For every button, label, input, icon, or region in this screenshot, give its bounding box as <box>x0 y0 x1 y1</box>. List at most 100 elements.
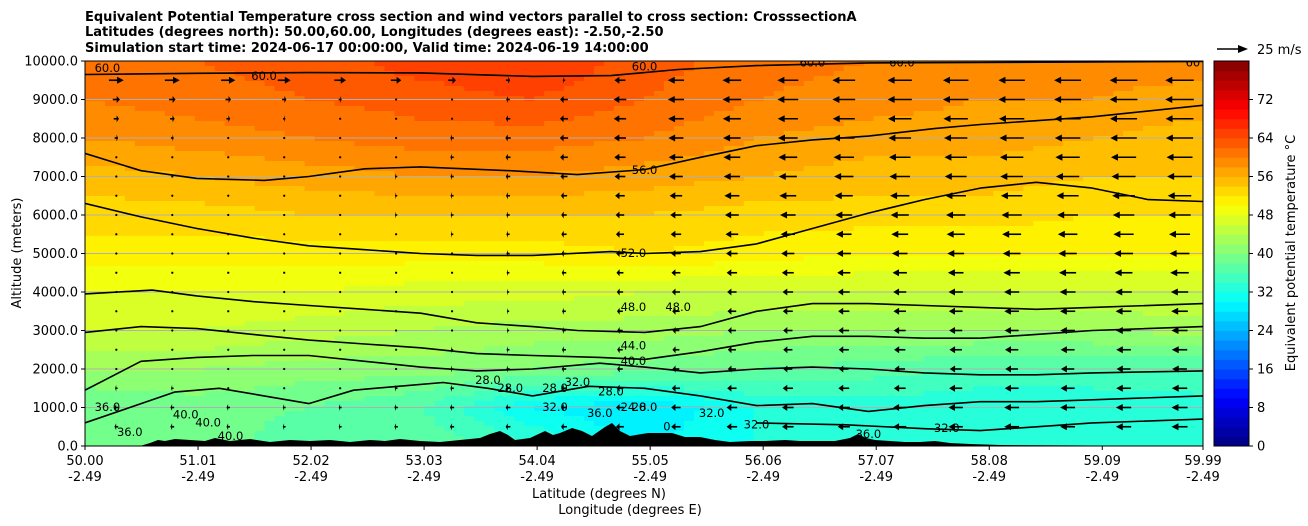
field-cell <box>544 236 555 242</box>
field-cell <box>344 376 356 382</box>
field-cell <box>124 311 136 317</box>
field-cell <box>204 416 216 422</box>
field-cell <box>364 326 376 332</box>
field-cell <box>294 211 306 217</box>
field-cell <box>484 111 495 117</box>
field-cell <box>404 206 416 212</box>
field-cell <box>534 121 545 127</box>
field-cell <box>154 411 166 417</box>
field-cell <box>334 246 346 252</box>
field-cell <box>494 131 505 137</box>
field-cell <box>624 276 635 282</box>
field-cell <box>544 336 555 342</box>
field-cell <box>414 216 425 222</box>
field-cell <box>544 226 555 232</box>
field-cell <box>434 231 445 237</box>
field-cell <box>464 331 475 337</box>
field-cell <box>274 411 286 417</box>
field-cell <box>624 351 635 357</box>
field-cell <box>144 256 156 262</box>
field-cell <box>264 381 276 387</box>
field-cell <box>434 416 445 422</box>
field-cell <box>514 181 525 187</box>
field-cell <box>344 371 356 377</box>
field-cell <box>284 276 296 282</box>
field-cell <box>554 191 565 197</box>
field-cell <box>653 336 665 342</box>
field-cell <box>653 161 665 167</box>
field-cell <box>214 171 226 177</box>
field-cell <box>594 221 605 227</box>
field-cell <box>414 76 425 82</box>
field-cell <box>673 426 685 432</box>
field-cell <box>114 266 126 272</box>
field-cell <box>154 361 166 367</box>
field-cell <box>424 411 435 417</box>
field-cell <box>264 106 276 112</box>
field-cell <box>644 256 655 262</box>
field-cell <box>85 206 96 212</box>
field-cell <box>394 201 406 207</box>
field-cell <box>134 111 146 117</box>
field-cell <box>584 211 595 217</box>
field-cell <box>514 256 525 262</box>
field-cell <box>254 351 266 357</box>
field-cell <box>164 126 176 132</box>
field-cell <box>504 196 515 202</box>
field-cell <box>703 61 715 67</box>
field-cell <box>614 131 625 137</box>
field-cell <box>304 206 316 212</box>
field-cell <box>85 296 96 302</box>
field-cell <box>494 226 505 232</box>
field-cell <box>394 296 406 302</box>
field-cell <box>673 161 685 167</box>
field-cell <box>184 216 196 222</box>
field-cell <box>494 401 505 407</box>
field-cell <box>574 66 585 72</box>
field-cell <box>194 436 206 442</box>
field-cell <box>364 291 376 297</box>
field-cell <box>534 346 545 352</box>
field-cell <box>524 226 535 232</box>
field-cell <box>434 271 445 277</box>
field-cell <box>194 351 206 357</box>
field-cell <box>424 436 435 442</box>
field-cell <box>584 261 595 267</box>
field-cell <box>134 306 146 312</box>
field-cell <box>534 181 545 187</box>
field-cell <box>484 161 495 167</box>
field-cell <box>574 411 585 417</box>
field-cell <box>204 146 216 152</box>
field-cell <box>444 421 455 427</box>
field-cell <box>673 296 685 302</box>
field-cell <box>524 66 535 72</box>
field-cell <box>673 181 685 187</box>
field-cell <box>434 371 445 377</box>
field-cell <box>653 181 665 187</box>
field-cell <box>404 361 416 367</box>
field-cell <box>673 201 685 207</box>
field-cell <box>214 411 226 417</box>
field-cell <box>604 71 615 77</box>
field-cell <box>723 71 735 77</box>
field-cell <box>354 256 366 262</box>
field-cell <box>304 186 316 192</box>
field-cell <box>653 321 665 327</box>
field-cell <box>604 176 615 182</box>
field-cell <box>574 256 585 262</box>
field-cell <box>693 406 705 412</box>
field-cell <box>584 201 595 207</box>
field-cell <box>194 96 206 102</box>
field-cell <box>304 106 316 112</box>
field-cell <box>204 241 216 247</box>
field-cell <box>644 156 655 162</box>
field-cell <box>653 381 665 387</box>
field-cell <box>254 386 266 392</box>
field-cell <box>574 211 585 217</box>
field-cell <box>614 111 625 117</box>
field-cell <box>564 396 575 402</box>
field-cell <box>604 121 615 127</box>
field-cell <box>434 101 445 107</box>
field-cell <box>314 341 326 347</box>
field-cell <box>134 296 146 302</box>
